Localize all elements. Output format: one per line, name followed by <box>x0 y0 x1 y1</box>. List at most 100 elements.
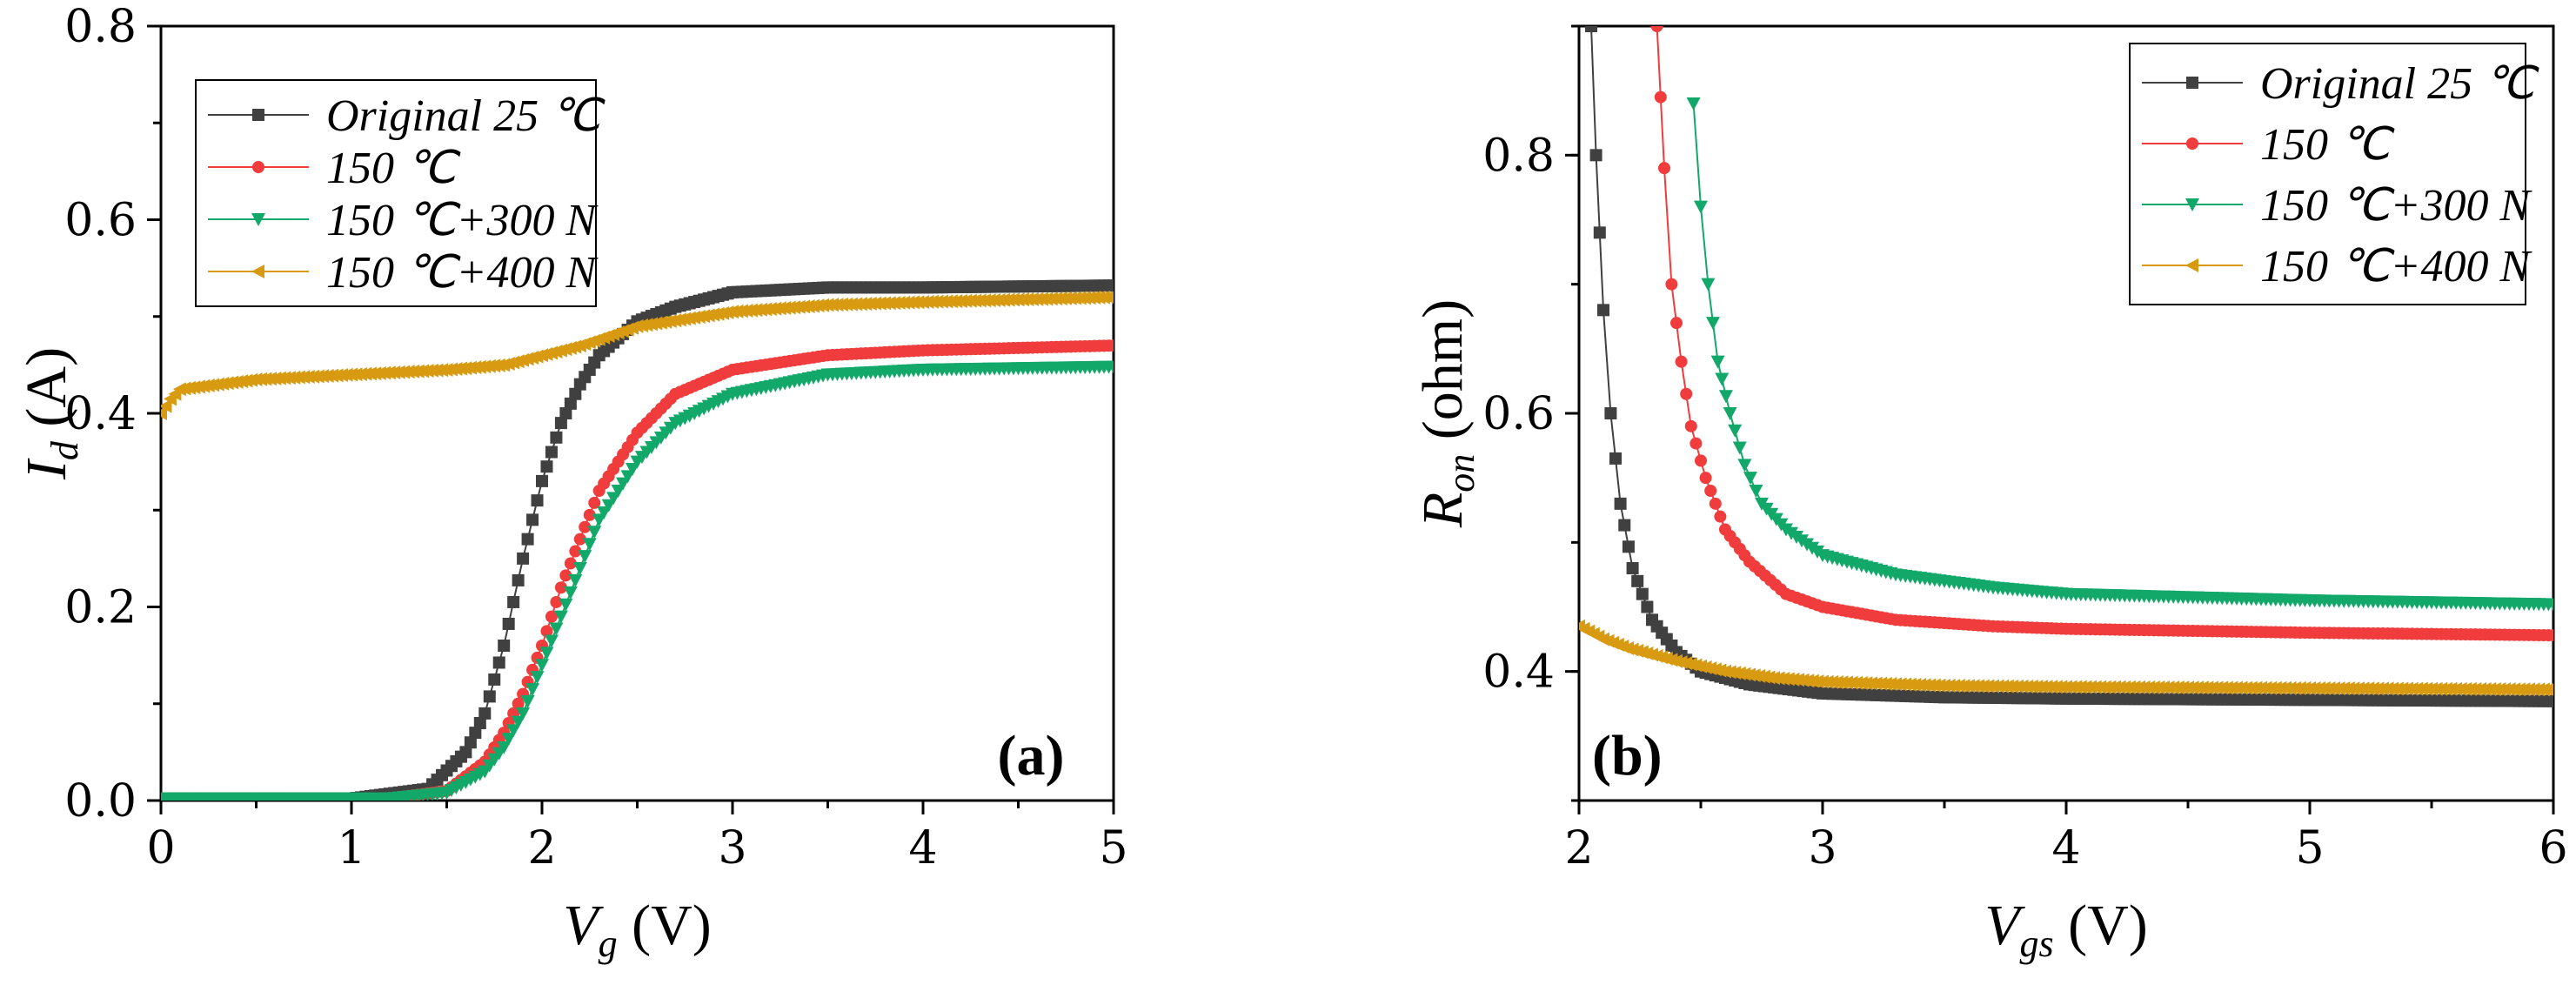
data-point <box>564 557 577 570</box>
y-axis-label-group: Ron (ohm) <box>1411 299 1482 528</box>
data-point <box>2546 686 2553 694</box>
data-point <box>559 598 573 612</box>
data-point <box>545 610 558 623</box>
x-tick-label: 3 <box>718 822 746 874</box>
data-point <box>1618 519 1631 532</box>
data-point <box>554 581 567 594</box>
data-point <box>497 740 512 754</box>
y-tick-label: 0.8 <box>64 1 137 53</box>
series-1 <box>161 279 1114 801</box>
x-tick-label: 4 <box>908 822 937 874</box>
data-point <box>553 610 568 624</box>
data-point <box>1670 317 1683 330</box>
data-point <box>1626 562 1639 574</box>
data-point <box>2547 629 2553 642</box>
series-4 <box>1579 619 2553 697</box>
legend-marker <box>2185 258 2198 272</box>
y-tick-label: 0.0 <box>64 775 137 828</box>
data-point <box>530 671 545 685</box>
data-point <box>550 595 563 608</box>
data-point <box>161 406 167 420</box>
data-point <box>488 673 501 686</box>
series-2 <box>161 339 1114 801</box>
x-tick-label: 1 <box>337 822 365 874</box>
data-point <box>1695 454 1707 467</box>
data-point <box>1675 355 1688 368</box>
data-point <box>498 640 511 652</box>
data-point <box>525 683 540 697</box>
y-axis-label-sub: on <box>1440 454 1482 492</box>
data-point <box>582 538 597 552</box>
data-point <box>469 727 482 740</box>
data-point <box>511 715 525 729</box>
data-point <box>1689 437 1703 450</box>
data-point <box>1709 497 1722 510</box>
data-point <box>539 647 554 660</box>
data-point <box>1749 485 1763 498</box>
data-point <box>549 622 564 636</box>
y-axis-label: Ron (ohm) <box>1411 299 1482 528</box>
data-point <box>1686 97 1701 111</box>
data-point <box>483 690 496 703</box>
legend-marker <box>252 109 264 121</box>
data-point <box>536 474 548 487</box>
x-axis-label: Vg (V) <box>563 894 711 965</box>
data-point <box>506 724 521 738</box>
legend-entry: 150 ℃ <box>2260 120 2395 170</box>
data-point <box>1728 424 1743 438</box>
data-point <box>564 397 577 410</box>
data-point <box>516 707 531 720</box>
series-layer <box>1579 26 2553 707</box>
legend-entry: 150 ℃+300 N <box>2260 181 2533 231</box>
data-point <box>1650 26 1663 32</box>
legend-entry: 150 ℃+300 N <box>326 196 599 245</box>
panel-label: (a) <box>998 724 1065 787</box>
x-tick-label: 2 <box>1564 822 1593 874</box>
chart-panel-2: 2 3 4 5 6 0.4 0.6 0.8 Vgs (V) Ron (ohm) (b) Origina… <box>1411 24 2568 965</box>
data-point <box>1737 459 1752 472</box>
data-point <box>1107 293 1114 301</box>
data-point <box>1609 452 1622 465</box>
data-point <box>526 513 539 526</box>
data-point <box>544 634 559 648</box>
data-point <box>572 562 587 575</box>
data-point <box>578 550 592 564</box>
y-axis-label-sub: d <box>43 440 86 460</box>
series-1 <box>1585 26 2553 707</box>
series-3 <box>161 360 1114 801</box>
y-axis-label-main: R <box>1411 492 1475 528</box>
y-tick-label: 0.4 <box>64 388 137 440</box>
x-axis-label-main: V <box>563 894 604 957</box>
legend-entry: Original 25 ℃ <box>2260 59 2539 109</box>
data-point <box>569 545 582 558</box>
data-point <box>563 586 578 600</box>
series-4 <box>161 290 1114 420</box>
data-point <box>1589 149 1602 162</box>
data-point <box>1706 317 1720 331</box>
y-tick-label: 0.2 <box>64 582 137 634</box>
x-axis-label-main: V <box>1984 894 2025 957</box>
data-point <box>1107 360 1114 374</box>
data-point <box>459 746 472 759</box>
y-axis-label-main: I <box>15 458 78 480</box>
data-point <box>1710 355 1725 369</box>
series-line <box>161 345 1114 800</box>
data-point <box>1714 510 1727 523</box>
x-tick-label: 0 <box>146 822 175 874</box>
data-point <box>473 717 486 729</box>
data-point <box>464 736 477 749</box>
data-point <box>2546 598 2553 612</box>
data-point <box>517 552 530 565</box>
legend-marker <box>2186 137 2198 150</box>
data-point <box>1636 587 1649 600</box>
data-point <box>478 707 492 720</box>
y-axis-label: Id (A) <box>15 347 86 480</box>
data-point <box>1641 600 1654 613</box>
data-point <box>502 617 515 630</box>
data-point <box>161 399 172 413</box>
y-axis-label-unit: (A) <box>15 347 78 441</box>
y-tick-label: 0.6 <box>64 195 137 247</box>
data-point <box>507 595 520 608</box>
